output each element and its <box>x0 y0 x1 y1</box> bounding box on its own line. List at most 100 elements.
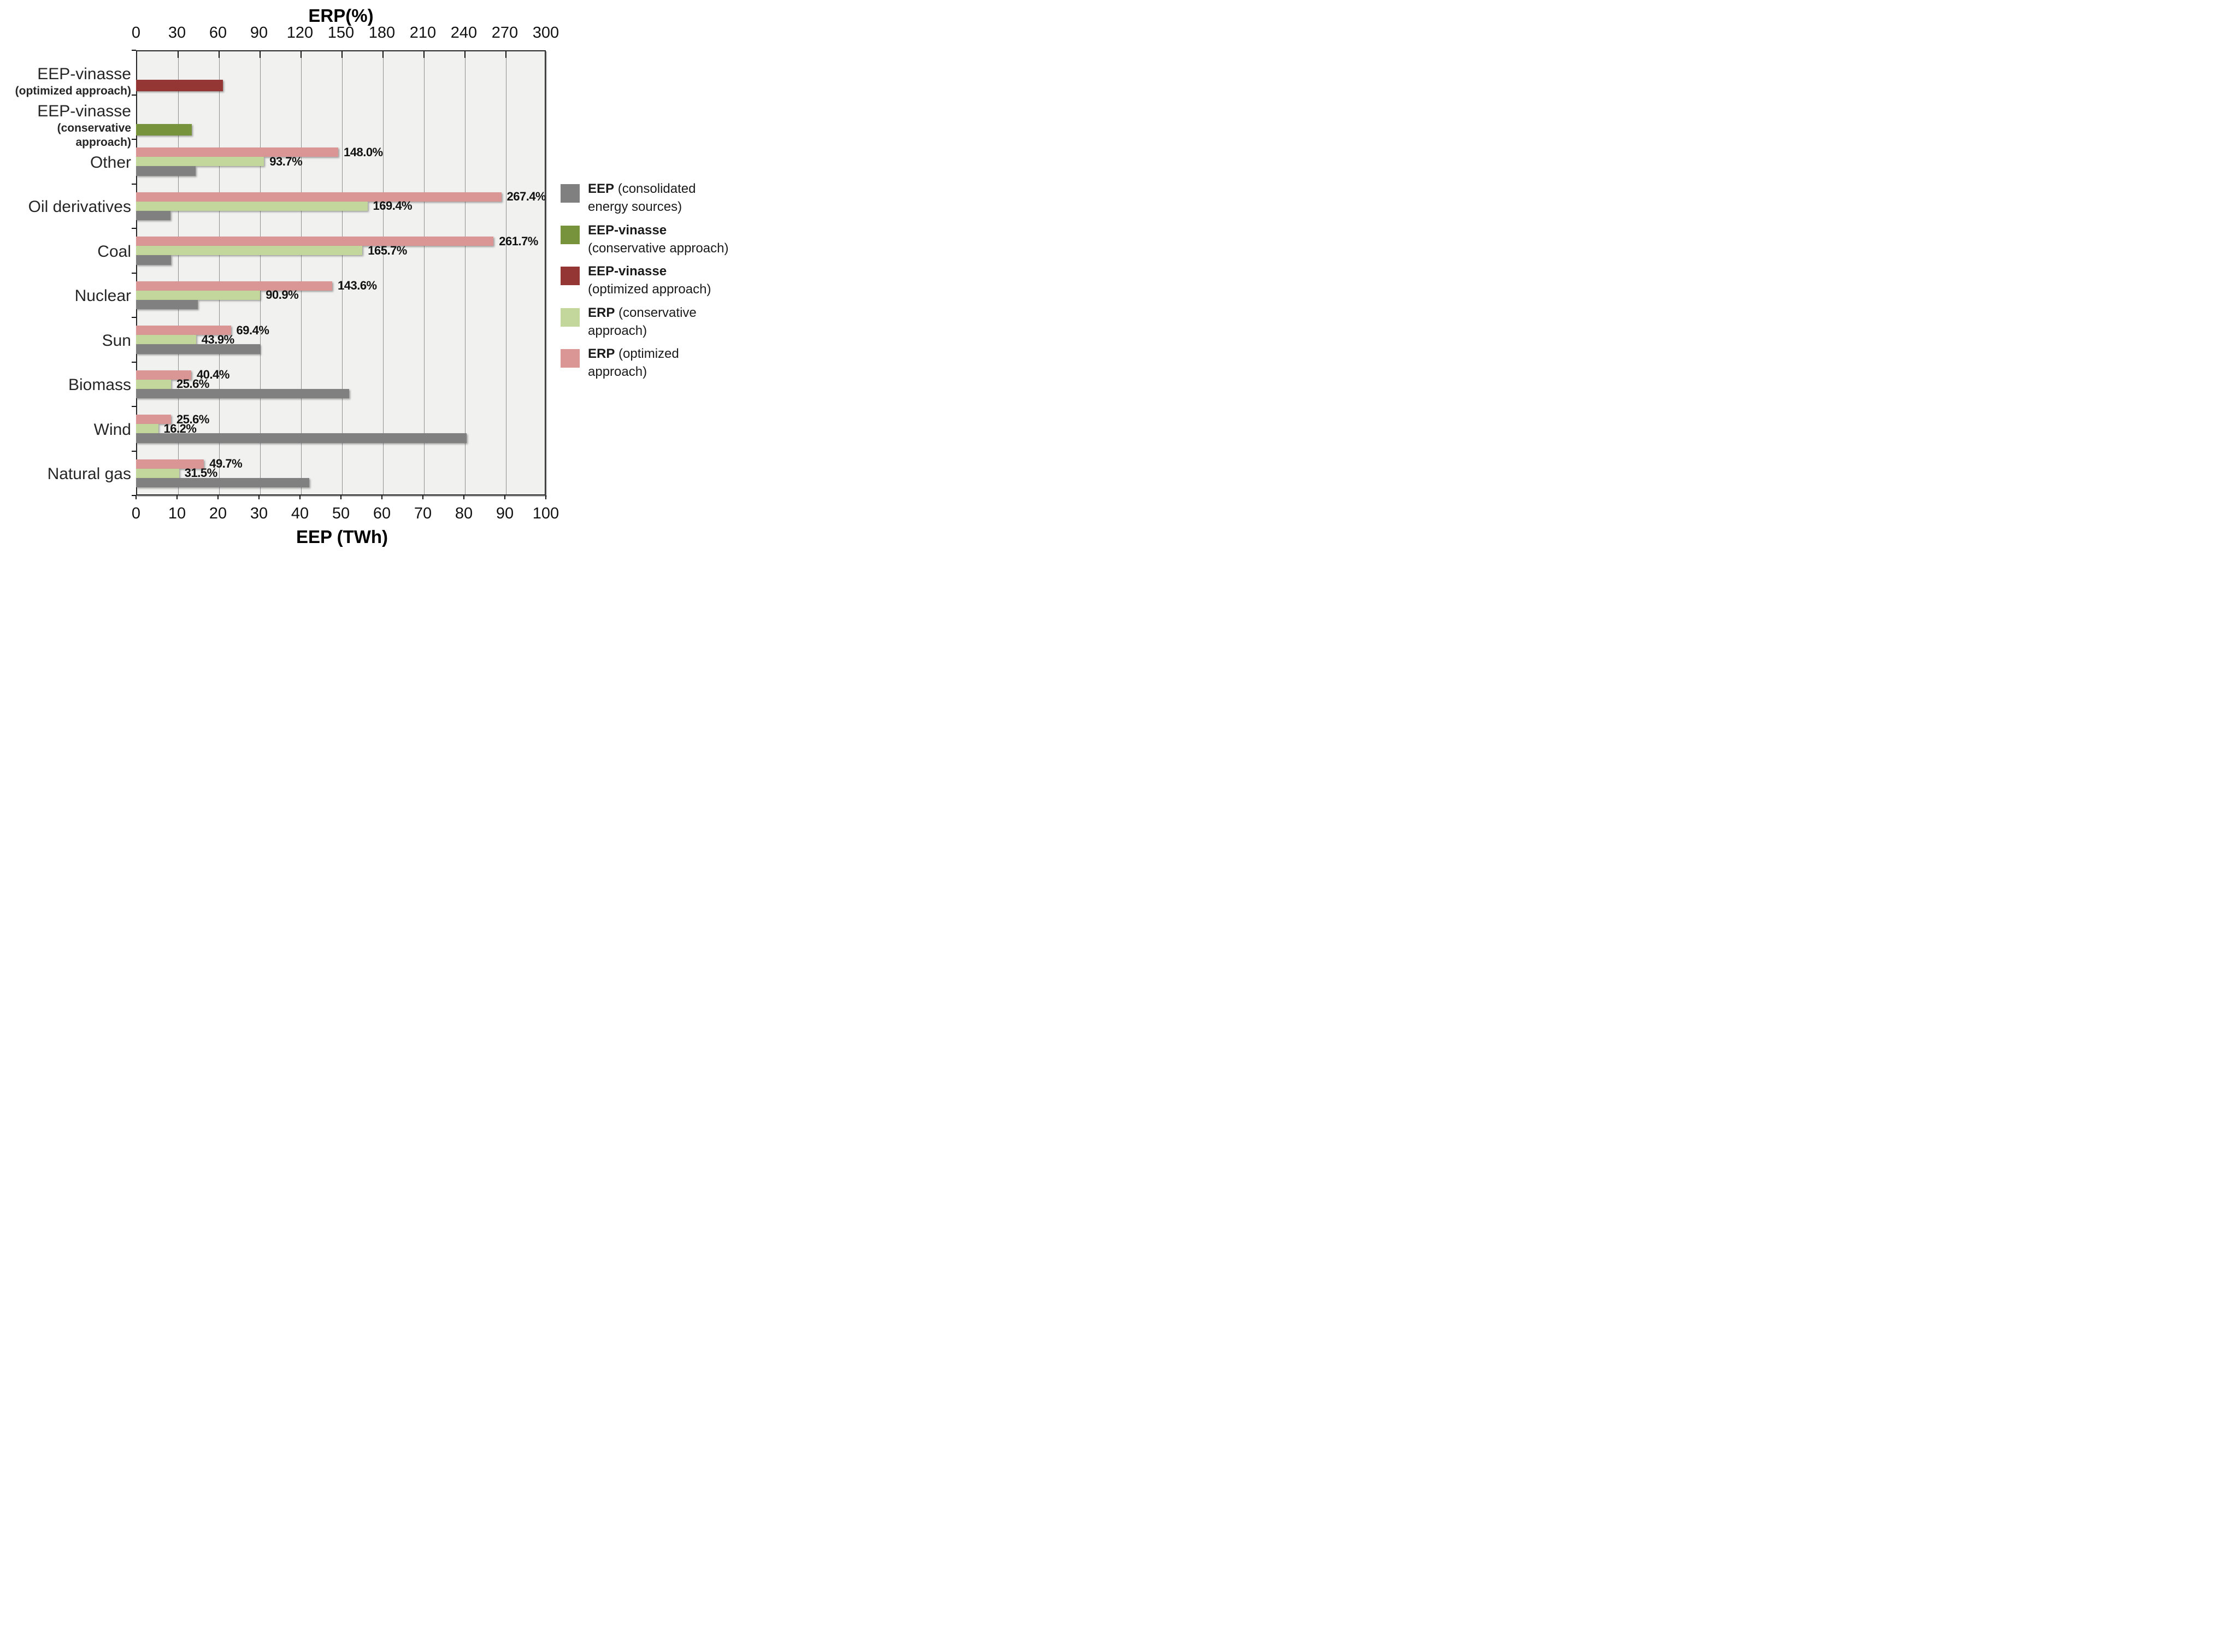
gridline <box>423 51 425 494</box>
category-label-text: EEP-vinasse <box>37 64 131 83</box>
bar-eep_vinasse_conservative-eep-vinasse <box>136 124 192 135</box>
legend-marker-eep_vinasse_conservative <box>561 225 580 244</box>
bottom-axis-tick-label: 70 <box>414 505 432 522</box>
category-label-wind: Wind <box>0 420 131 440</box>
bar-label-erp_conservative-other: 93.7% <box>269 154 303 168</box>
bottom-axis-title: EEP (TWh) <box>296 527 388 547</box>
bottom-axis-tick-label: 40 <box>291 505 309 522</box>
legend-label-eep: EEP (consolidated energy sources) <box>588 181 696 214</box>
category-sublabel-text: (conservative approach) <box>57 122 131 149</box>
bottom-axis-tick-label: 30 <box>250 505 268 522</box>
bar-eep_vinasse_optimized-eep-vinasse <box>136 79 223 91</box>
bar-label-erp_optimized-oil-derivatives: 267.4% <box>506 190 546 204</box>
bar-eep-natural-gas <box>136 477 310 488</box>
category-label-text: Biomass <box>68 376 131 394</box>
bar-eep-other <box>136 166 196 176</box>
bar-erp_optimized-coal <box>136 237 494 246</box>
legend-label-erp_conservative: ERP (conservative approach) <box>588 305 697 338</box>
bottom-axis-tick-label: 60 <box>373 505 391 522</box>
top-axis-tick <box>178 51 179 58</box>
category-axis-tick <box>132 139 136 140</box>
bottom-axis-tick <box>463 495 464 499</box>
bar-erp_conservative-wind <box>136 424 158 434</box>
category-label-text: Sun <box>102 331 131 350</box>
bar-erp_optimized-wind <box>136 415 171 424</box>
bottom-axis-tick-label: 100 <box>532 505 559 522</box>
bottom-axis-tick <box>136 495 137 499</box>
bottom-axis-tick-label: 90 <box>496 505 514 522</box>
bottom-axis-tick <box>504 495 505 499</box>
category-label-eep-vinasse--conservative-approach-: EEP-vinasse (conservative approach) <box>0 102 131 150</box>
category-label-eep-vinasse--optimized-approach-: EEP-vinasse (optimized approach) <box>0 64 131 98</box>
bottom-axis-tick <box>340 495 341 499</box>
bar-label-erp_optimized-coal: 261.7% <box>499 234 538 248</box>
category-label-natural-gas: Natural gas <box>0 464 131 484</box>
top-axis-tick-label: 90 <box>250 24 268 42</box>
gridline <box>301 51 302 494</box>
bar-erp_conservative-coal <box>136 246 363 256</box>
bar-erp_optimized-oil-derivatives <box>136 192 502 202</box>
chart-figure: ERP(%) 0 30 60 90 120 150 180 210 240 270 300 EEP-… <box>0 0 738 551</box>
bottom-axis-tick <box>217 495 219 499</box>
category-label-text: Wind <box>93 420 131 439</box>
legend-marker-eep <box>561 184 580 203</box>
bar-label-erp_optimized-other: 148.0% <box>344 145 383 159</box>
category-sublabel-text: (optimized approach) <box>15 84 131 97</box>
bar-label-erp_conservative-sun: 43.9% <box>201 332 234 346</box>
bottom-axis-tick <box>381 495 382 499</box>
bar-eep-coal <box>136 255 171 265</box>
legend-label-erp_optimized: ERP (optimized approach) <box>588 346 679 379</box>
bar-label-erp_conservative-oil-derivatives: 169.4% <box>373 199 413 213</box>
bottom-axis-tick-label: 10 <box>168 505 186 522</box>
bar-label-erp_conservative-nuclear: 90.9% <box>266 288 299 302</box>
bar-eep-oil-derivatives <box>136 210 170 221</box>
top-axis-tick <box>423 51 425 58</box>
category-label-biomass: Biomass <box>0 375 131 395</box>
category-label-nuclear: Nuclear <box>0 286 131 306</box>
bar-erp_optimized-biomass <box>136 370 191 380</box>
top-axis-tick-label: 60 <box>209 24 227 42</box>
gridline <box>464 51 466 494</box>
bar-erp_conservative-sun <box>136 335 196 345</box>
top-axis-tick-label: 180 <box>368 24 396 42</box>
top-axis-tick <box>341 51 343 58</box>
bar-label-erp_conservative-natural-gas: 31.5% <box>184 466 217 480</box>
bar-eep-nuclear <box>136 299 198 310</box>
bottom-axis-tick <box>545 495 546 499</box>
bar-erp_optimized-natural-gas <box>136 459 204 469</box>
category-label-text: EEP-vinasse <box>37 102 131 121</box>
top-axis-tick-label: 120 <box>286 24 314 42</box>
top-axis-tick-label: 240 <box>450 24 478 42</box>
bar-label-erp_optimized-wind: 25.6% <box>176 412 209 426</box>
bar-eep-wind <box>136 433 467 443</box>
bar-label-erp_optimized-nuclear: 143.6% <box>338 279 377 293</box>
category-axis-tick <box>132 317 136 318</box>
top-axis-tick <box>260 51 261 58</box>
gridline <box>382 51 384 494</box>
top-axis-tick-label: 150 <box>327 24 355 42</box>
bottom-axis-tick-label: 0 <box>131 505 141 522</box>
category-label-coal: Coal <box>0 242 131 262</box>
legend-label-eep_vinasse_optimized: EEP-vinasse (optimized approach) <box>588 264 711 297</box>
top-axis-tick <box>382 51 384 58</box>
gridline <box>341 51 343 494</box>
bar-label-erp_optimized-natural-gas: 49.7% <box>209 457 243 471</box>
category-axis-tick <box>132 183 136 185</box>
plot-area <box>136 50 546 495</box>
bar-erp_optimized-nuclear <box>136 281 332 291</box>
top-axis-title: ERP(%) <box>308 5 374 26</box>
bar-erp_conservative-biomass <box>136 379 171 389</box>
legend-marker-erp_optimized <box>561 349 580 368</box>
top-axis-tick-label: 270 <box>491 24 519 42</box>
top-axis-tick <box>505 51 506 58</box>
bottom-axis-tick-label: 20 <box>209 505 227 522</box>
bottom-axis-tick <box>176 495 178 499</box>
bottom-axis-tick-label: 50 <box>332 505 350 522</box>
bottom-axis-tick-label: 80 <box>455 505 473 522</box>
bar-erp_optimized-other <box>136 148 338 157</box>
category-label-other: Other <box>0 153 131 173</box>
category-axis-tick <box>132 272 136 274</box>
bottom-axis-tick <box>422 495 423 499</box>
category-label-text: Nuclear <box>74 287 131 305</box>
category-axis-tick <box>132 50 136 51</box>
